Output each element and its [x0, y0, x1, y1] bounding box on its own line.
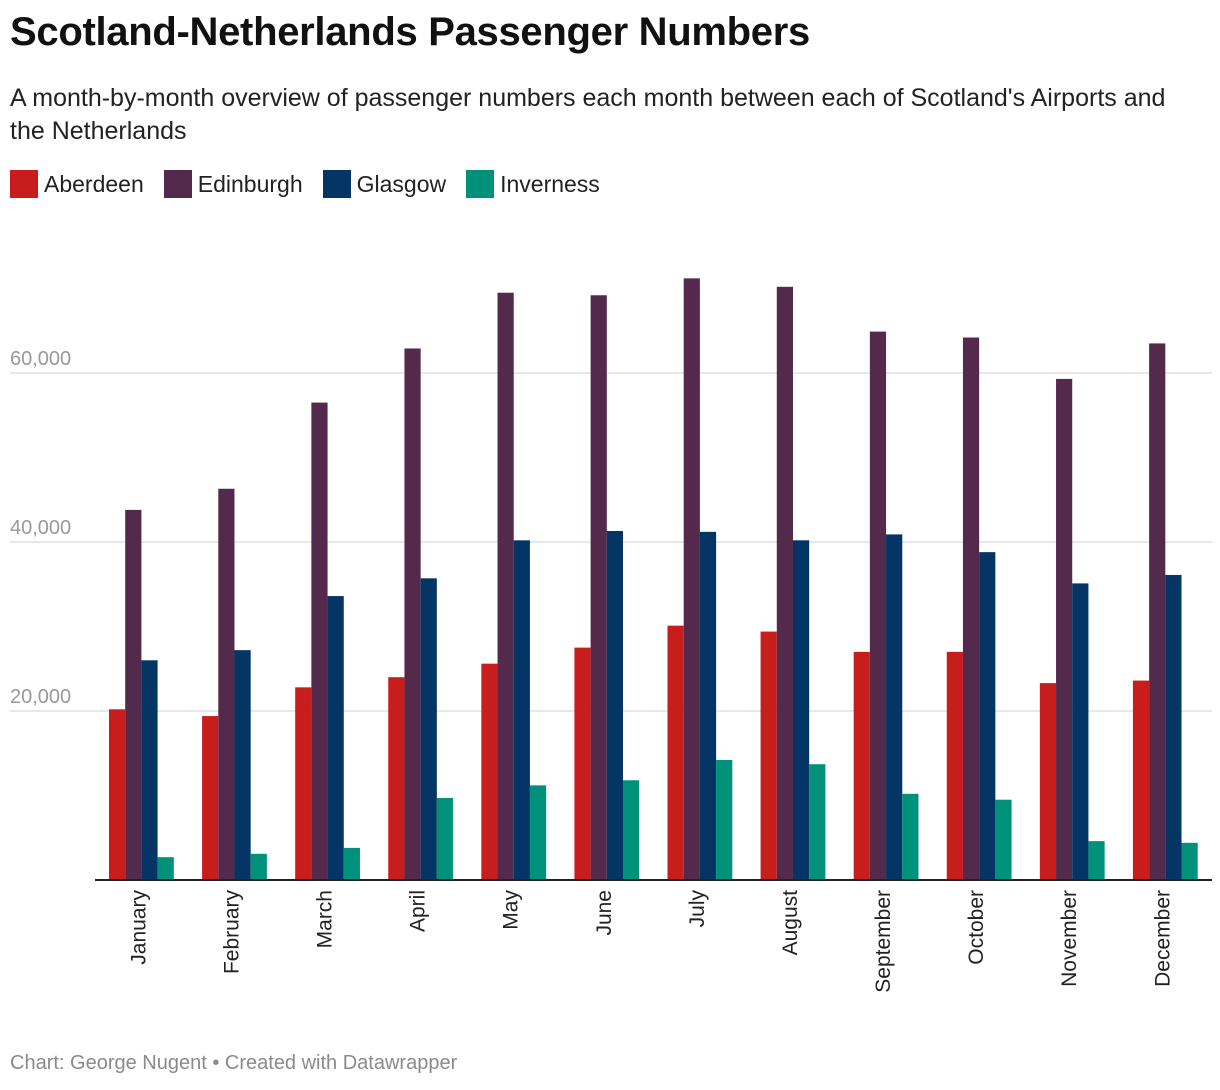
bar-edinburgh-august — [777, 287, 793, 880]
x-tick-label-december: December — [1151, 890, 1174, 987]
bar-glasgow-february — [234, 650, 250, 880]
bar-edinburgh-october — [963, 338, 979, 880]
x-tick-label-may: May — [500, 890, 523, 930]
bar-inverness-september — [902, 794, 918, 880]
bar-glasgow-march — [328, 596, 344, 880]
bar-edinburgh-march — [311, 403, 327, 880]
bar-aberdeen-july — [668, 626, 684, 880]
bar-aberdeen-august — [761, 632, 777, 880]
x-tick-label-march: March — [314, 890, 337, 948]
footer-credit: Chart: George Nugent — [10, 1052, 207, 1074]
y-tick-label-20000: 20,000 — [10, 686, 71, 708]
bar-aberdeen-march — [295, 687, 311, 880]
bar-aberdeen-september — [854, 652, 870, 880]
bar-edinburgh-april — [404, 348, 420, 880]
x-tick-label-january: January — [127, 890, 150, 965]
bar-aberdeen-february — [202, 716, 218, 880]
x-tick-label-october: October — [965, 890, 988, 965]
bar-glasgow-may — [514, 540, 530, 880]
bar-glasgow-april — [421, 578, 437, 880]
bar-aberdeen-june — [574, 648, 590, 880]
bar-inverness-january — [158, 857, 174, 880]
footer: Chart: George Nugent • Created with Data… — [10, 1052, 457, 1075]
bar-edinburgh-july — [684, 278, 700, 880]
bar-inverness-march — [344, 848, 360, 880]
y-tick-label-60000: 60,000 — [10, 348, 71, 370]
bar-edinburgh-june — [591, 295, 607, 880]
bar-glasgow-december — [1165, 575, 1181, 880]
bar-edinburgh-february — [218, 489, 234, 880]
bar-inverness-april — [437, 798, 453, 880]
x-tick-label-november: November — [1058, 890, 1081, 987]
bar-aberdeen-april — [388, 677, 404, 880]
bar-glasgow-october — [979, 552, 995, 880]
bar-inverness-december — [1182, 843, 1198, 880]
bar-glasgow-november — [1072, 583, 1088, 880]
bar-aberdeen-november — [1040, 683, 1056, 880]
bar-edinburgh-january — [125, 510, 141, 880]
bar-edinburgh-november — [1056, 379, 1072, 880]
bar-chart: 20,000 40,000 60,000 January February March Ap… — [0, 0, 1220, 1040]
x-tick-label-june: June — [593, 890, 616, 936]
x-tick-label-april: April — [407, 890, 430, 932]
bar-glasgow-august — [793, 540, 809, 880]
bar-aberdeen-may — [481, 664, 497, 880]
bar-glasgow-june — [607, 531, 623, 880]
x-tick-label-august: August — [779, 890, 802, 956]
bar-inverness-may — [530, 785, 546, 880]
bar-inverness-february — [251, 854, 267, 880]
footer-separator: • — [207, 1052, 225, 1074]
bar-glasgow-september — [886, 534, 902, 880]
bar-inverness-october — [995, 800, 1011, 880]
bar-edinburgh-may — [498, 293, 514, 880]
x-tick-label-july: July — [686, 890, 709, 928]
y-tick-label-40000: 40,000 — [10, 517, 71, 539]
footer-tool: Created with Datawrapper — [225, 1052, 457, 1074]
bar-aberdeen-january — [109, 709, 125, 880]
bar-inverness-august — [809, 764, 825, 880]
bar-aberdeen-december — [1133, 681, 1149, 880]
bar-edinburgh-september — [870, 332, 886, 880]
bar-inverness-june — [623, 780, 639, 880]
bar-glasgow-july — [700, 532, 716, 880]
bar-glasgow-january — [141, 660, 157, 880]
bar-edinburgh-december — [1149, 343, 1165, 880]
x-tick-label-february: February — [220, 890, 243, 975]
x-tick-label-september: September — [872, 890, 895, 993]
bar-inverness-july — [716, 760, 732, 880]
bar-aberdeen-october — [947, 652, 963, 880]
bar-inverness-november — [1088, 841, 1104, 880]
